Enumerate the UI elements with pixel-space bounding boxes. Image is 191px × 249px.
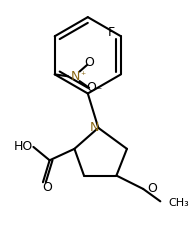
Text: CH₃: CH₃: [168, 198, 189, 208]
Text: O: O: [42, 181, 52, 193]
Text: N: N: [71, 70, 80, 83]
Text: ⁻: ⁻: [96, 87, 101, 97]
Text: HO: HO: [14, 140, 33, 153]
Text: O: O: [86, 81, 96, 94]
Text: O: O: [147, 183, 157, 195]
Text: F: F: [108, 26, 115, 39]
Text: O: O: [84, 57, 94, 69]
Text: ⁺: ⁺: [81, 71, 86, 81]
Text: N: N: [90, 121, 99, 134]
